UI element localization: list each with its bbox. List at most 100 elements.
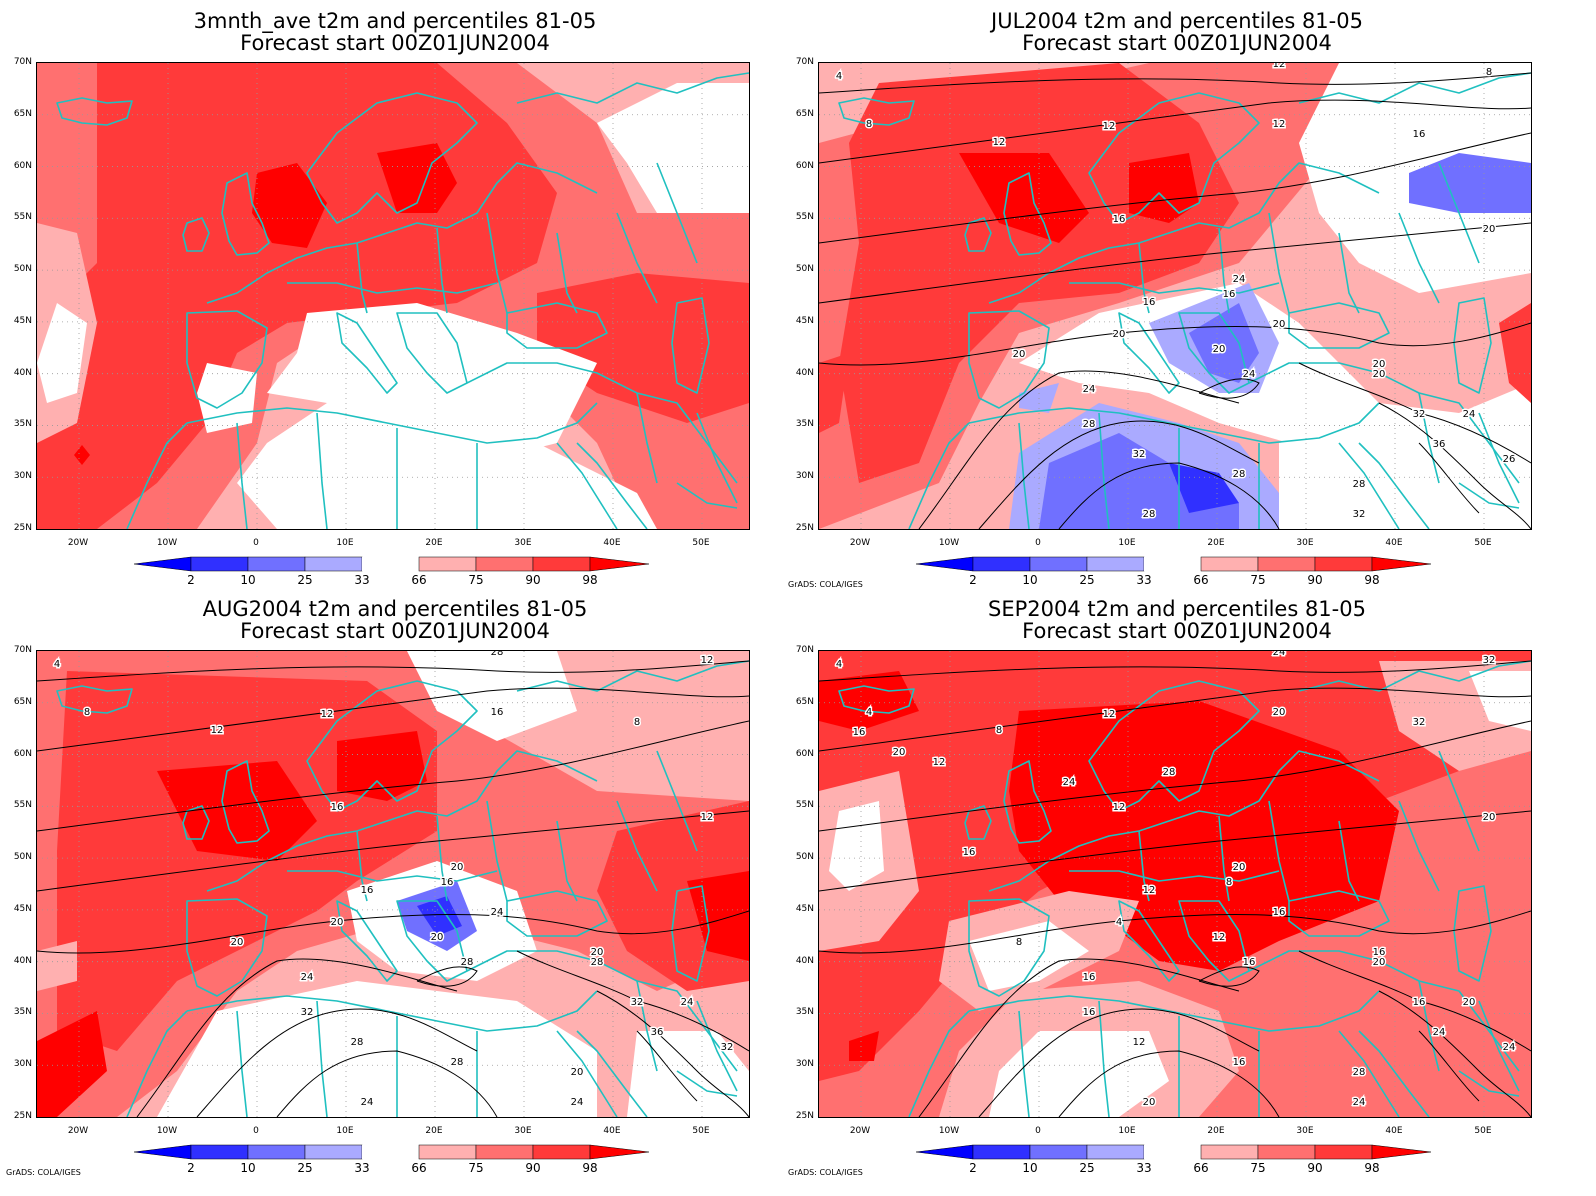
latitude-tick-label: 40N [13, 367, 32, 378]
contour-label: 20 [331, 917, 344, 928]
colorbar-tick-label: 90 [525, 573, 541, 587]
percentile-region [989, 1031, 1169, 1117]
contour-label: 8 [866, 119, 872, 130]
latitude-tick-label: 70N [795, 645, 814, 655]
contour-label: 12 [701, 655, 714, 666]
longitude-tick-label: 0 [1035, 1126, 1041, 1136]
colorbar-segment [190, 1144, 249, 1160]
percentile-region [1499, 303, 1531, 403]
latitude-tick-label: 25N [13, 1111, 32, 1121]
contour-label: 20 [1483, 812, 1496, 823]
contour-label: 20 [571, 1067, 584, 1078]
latitude-tick-label: 65N [13, 696, 32, 707]
colorbar-tick-label: 98 [582, 1161, 598, 1175]
latitude-tick-label: 60N [13, 748, 32, 759]
colorbar-segment [532, 1144, 591, 1160]
colorbar-segment [190, 556, 249, 572]
panel-title: SEP2004 t2m and percentiles 81-05 [988, 597, 1366, 621]
panel-subtitle: Forecast start 00Z01JUN2004 [1022, 31, 1332, 55]
temperature-contours [819, 72, 1531, 529]
longitude-tick-label: 20E [1207, 1126, 1225, 1136]
contour-label: 8 [1486, 67, 1492, 78]
latitude-tick-label: 30N [13, 471, 32, 482]
longitude-tick-label: 40E [1385, 1126, 1403, 1136]
percentile-region [1469, 671, 1531, 731]
longitude-tick-label: 40E [603, 538, 621, 548]
contour-label: 12 [211, 725, 224, 736]
colorbar-tick-label: 25 [297, 1161, 313, 1175]
longitude-tick-label: 0 [253, 1126, 259, 1136]
latitude-tick-label: 50N [795, 852, 814, 863]
percentile-region [597, 83, 749, 213]
latitude-tick-label: 60N [795, 748, 814, 759]
longitude-tick-label: 10W [156, 538, 178, 548]
latitude-tick-label: 60N [795, 160, 814, 171]
contour-label: 12 [1103, 709, 1116, 720]
contour-label: 20 [1463, 997, 1476, 1008]
contour-label: 24 [1233, 274, 1246, 285]
longitude-tick-label: 30E [1296, 538, 1314, 548]
percentile-region [1409, 153, 1531, 213]
latitude-tick-label: 35N [795, 419, 814, 430]
colorbar-tick-label: 10 [1022, 573, 1038, 587]
latitude-tick-label: 40N [795, 367, 814, 378]
contour-label: 20 [1233, 862, 1246, 873]
contour-label: 28 [591, 957, 604, 968]
colorbar-tick-label: 2 [187, 1161, 195, 1175]
longitude-tick-label: 10E [1118, 538, 1136, 548]
contour-label: 12 [1273, 119, 1286, 130]
longitude-tick-label: 20W [67, 1126, 89, 1136]
longitude-tick-label: 20W [849, 1126, 871, 1136]
colorbar-below-2 [134, 1144, 192, 1160]
latitude-tick-label: 55N [13, 800, 32, 811]
contour-label: 28 [491, 651, 504, 658]
longitude-tick-label: 10E [336, 1126, 354, 1136]
colorbar-segment [247, 556, 306, 572]
map-plot-area: 4 4 8 12 12 8 12 4 8 12 16 16 16 16 12 16 20 20 16 20 16 20 24… [818, 650, 1532, 1118]
contour-label: 24 [491, 907, 504, 918]
map-plot-area: 4 8 12 12 16 16 16 20 20 20 20 24 24 28 32 28 28 24 20 20 32… [818, 62, 1532, 530]
contour-label: 12 [321, 709, 334, 720]
contour-label: 20 [591, 947, 604, 958]
coastlines [56, 660, 749, 1117]
longitude-tick-label: 20W [67, 538, 89, 548]
longitude-tick-label: 10W [938, 538, 960, 548]
colorbar-segment [1257, 1144, 1316, 1160]
longitude-tick-label: 50E [692, 538, 710, 548]
contour-label: 12 [1273, 63, 1286, 70]
colorbar-segment [362, 557, 419, 571]
colorbar-above-98 [589, 556, 650, 572]
colorbar-tick-label: 10 [240, 1161, 256, 1175]
latitude-tick-label: 55N [795, 212, 814, 223]
contour-label: 26 [1503, 454, 1516, 465]
percentile-region [377, 143, 457, 213]
contour-label: 24 [1243, 369, 1256, 380]
contour-label: 24 [1063, 777, 1076, 788]
colorbar-segment [1314, 556, 1373, 572]
contour-label: 28 [461, 957, 474, 968]
latitude-tick-label: 50N [795, 264, 814, 275]
contour-label: 20 [451, 862, 464, 873]
percentile-region [37, 1011, 107, 1117]
colorbar-tick-label: 75 [468, 1161, 484, 1175]
grads-credit: GrADS: COLA/IGES [6, 1168, 81, 1177]
colorbar-tick-label: 66 [1193, 573, 1209, 587]
colorbar-tick-label: 90 [1307, 1161, 1323, 1175]
latitude-tick-label: 35N [795, 1007, 814, 1018]
contour-label: 32 [631, 997, 644, 1008]
longitude-tick-label: 50E [692, 1126, 710, 1136]
contour-label: 4 [836, 71, 842, 82]
colorbar-above-98 [589, 1144, 650, 1160]
colorbar-segment [418, 1144, 477, 1160]
colorbar-tick-label: 33 [1136, 1161, 1152, 1175]
colorbar-tick-label: 90 [1307, 573, 1323, 587]
colorbar-segment [532, 556, 591, 572]
colorbar-tick-label: 90 [525, 1161, 541, 1175]
contour-label: 36 [651, 1027, 664, 1038]
contour-label: 8 [996, 725, 1002, 736]
coastlines [838, 660, 1531, 1117]
panel-3month-average: 3mnth_ave t2m and percentiles 81-05 Forec… [0, 0, 790, 598]
colorbar-segment [475, 1144, 534, 1160]
contour-label: 36 [1433, 439, 1446, 450]
colorbar-segment [972, 556, 1031, 572]
